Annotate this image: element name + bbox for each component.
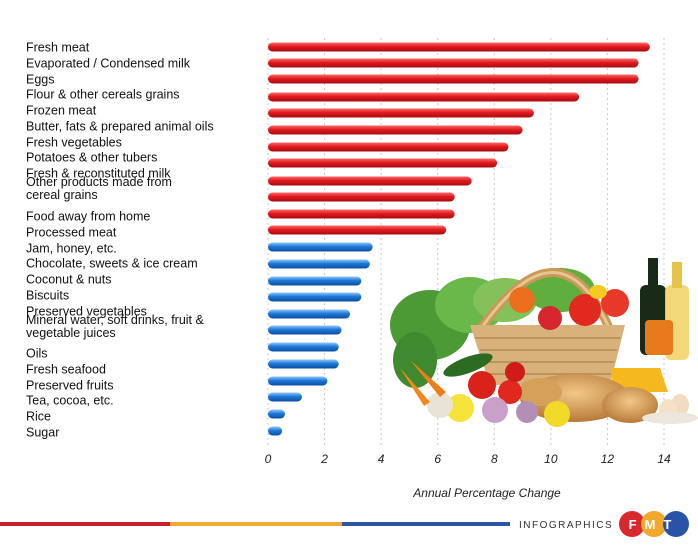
category-label: Evaporated / Condensed milk xyxy=(26,57,191,71)
footer-stripe-red xyxy=(0,522,170,526)
category-label: Other products made from cereal grains xyxy=(26,175,172,202)
category-label: Biscuits xyxy=(26,289,69,303)
category-label: Mineral water, soft drinks, fruit & veget… xyxy=(26,313,205,340)
category-label: Preserved fruits xyxy=(26,379,114,393)
x-tick-label: 4 xyxy=(378,452,385,466)
fmt-logo-text: FMT xyxy=(629,517,680,532)
bar xyxy=(268,259,370,269)
category-label: Coconut & nuts xyxy=(26,273,111,287)
bar xyxy=(268,325,342,335)
category-label: Fresh vegetables xyxy=(26,136,122,150)
x-axis-tick-labels: 0 2 4 6 8 10 12 14 xyxy=(265,452,671,466)
footer-stripe xyxy=(0,522,510,526)
bar xyxy=(268,74,639,84)
bar xyxy=(268,142,509,152)
category-label: Tea, cocoa, etc. xyxy=(26,394,114,408)
x-tick-label: 8 xyxy=(491,452,498,466)
bar xyxy=(268,309,351,319)
x-tick-label: 14 xyxy=(657,452,671,466)
bar xyxy=(268,392,302,402)
category-label: Sugar xyxy=(26,426,59,440)
category-label: Frozen meat xyxy=(26,104,97,118)
x-tick-label: 6 xyxy=(434,452,441,466)
bar xyxy=(268,192,455,202)
bar xyxy=(268,242,373,252)
bar xyxy=(268,209,455,219)
category-label: Butter, fats & prepared animal oils xyxy=(26,120,214,134)
category-label: Chocolate, sweets & ice cream xyxy=(26,257,198,271)
bar xyxy=(268,92,580,102)
category-label: Preserved vegetables xyxy=(26,305,147,319)
bar xyxy=(268,292,362,302)
bar xyxy=(268,359,339,369)
footer-stripe-yellow xyxy=(170,522,342,526)
x-tick-label: 10 xyxy=(544,452,558,466)
category-label: Jam, honey, etc. xyxy=(26,242,117,256)
bar xyxy=(268,176,472,186)
footer-label: INFOGRAPHICS xyxy=(519,520,613,531)
bar xyxy=(268,58,639,68)
bar xyxy=(268,376,328,386)
bar xyxy=(268,125,523,135)
bar xyxy=(268,42,650,52)
category-labels: Fresh meat Evaporated / Condensed milk Egg… xyxy=(26,41,214,440)
category-label: Rice xyxy=(26,410,51,424)
bar xyxy=(268,158,498,168)
category-label: Fresh seafood xyxy=(26,363,106,377)
x-tick-label: 2 xyxy=(320,452,328,466)
category-label: Eggs xyxy=(26,73,55,87)
basket-of-groceries-image xyxy=(390,258,698,427)
category-label: Flour & other cereals grains xyxy=(26,88,180,102)
x-tick-label: 12 xyxy=(601,452,615,466)
category-label: Potatoes & other tubers xyxy=(26,151,157,165)
fmt-logo: FMT xyxy=(619,511,689,537)
x-axis-title: Annual Percentage Change xyxy=(412,486,561,500)
x-tick-label: 0 xyxy=(265,452,272,466)
category-label: Fresh & reconstituted milk xyxy=(26,167,171,181)
bar xyxy=(268,426,283,436)
bar xyxy=(268,276,362,286)
bar xyxy=(268,225,447,235)
category-label: Fresh meat xyxy=(26,41,90,55)
footer-stripe-blue xyxy=(342,522,510,526)
category-label: Food away from home xyxy=(26,210,150,224)
category-label: Oils xyxy=(26,347,48,361)
bar xyxy=(268,342,339,352)
bars xyxy=(268,42,650,436)
category-label: Processed meat xyxy=(26,226,117,240)
bar xyxy=(268,409,285,419)
bar xyxy=(268,108,534,118)
